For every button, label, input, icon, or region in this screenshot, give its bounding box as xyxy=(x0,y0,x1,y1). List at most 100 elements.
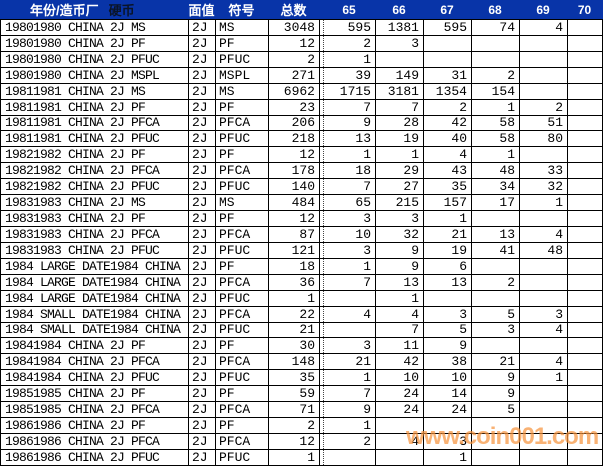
cell-grade-68[interactable]: 58 xyxy=(472,115,520,131)
cell-year-mint-coin[interactable]: 19811981 CHINA 2J PFUC xyxy=(1,131,189,147)
cell-denomination[interactable]: 2J xyxy=(189,322,216,338)
cell-grade-65[interactable]: 2 xyxy=(324,433,376,449)
cell-denomination[interactable]: 2J xyxy=(189,386,216,402)
cell-grade-68[interactable]: 5 xyxy=(472,306,520,322)
cell-denomination[interactable]: 2J xyxy=(189,67,216,83)
cell-year-mint-coin[interactable]: 19801980 CHINA 2J MSPL xyxy=(1,67,189,83)
cell-symbol[interactable]: MS xyxy=(216,83,269,99)
cell-symbol[interactable]: MSPL xyxy=(216,67,269,83)
cell-grade-66[interactable]: 3 xyxy=(376,35,424,51)
cell-grade-68[interactable] xyxy=(472,433,520,449)
cell-symbol[interactable]: PF xyxy=(216,386,269,402)
cell-grade-69[interactable]: 51 xyxy=(520,115,568,131)
cell-grade-65[interactable] xyxy=(324,449,376,465)
cell-year-mint-coin[interactable]: 19841984 CHINA 2J PFUC xyxy=(1,370,189,386)
cell-grade-67[interactable]: 13 xyxy=(424,274,472,290)
cell-grade-70[interactable] xyxy=(568,402,603,418)
cell-grade-65[interactable]: 1 xyxy=(324,418,376,433)
cell-year-mint-coin[interactable]: 19831983 CHINA 2J PFUC xyxy=(1,242,189,258)
cell-grade-65[interactable]: 1 xyxy=(324,51,376,67)
cell-grade-70[interactable] xyxy=(568,20,603,35)
cell-grade-69[interactable]: 4 xyxy=(520,20,568,35)
cell-grade-69[interactable] xyxy=(520,386,568,402)
cell-denomination[interactable]: 2J xyxy=(189,370,216,386)
cell-total[interactable]: 206 xyxy=(269,115,320,131)
cell-grade-70[interactable] xyxy=(568,99,603,115)
cell-grade-65[interactable]: 10 xyxy=(324,226,376,242)
cell-denomination[interactable]: 2J xyxy=(189,449,216,465)
cell-grade-67[interactable]: 35 xyxy=(424,179,472,195)
cell-symbol[interactable]: PF xyxy=(216,338,269,354)
cell-year-mint-coin[interactable]: 19821982 CHINA 2J PFUC xyxy=(1,179,189,195)
cell-grade-66[interactable]: 42 xyxy=(376,354,424,370)
cell-grade-66[interactable]: 9 xyxy=(376,242,424,258)
cell-total[interactable]: 12 xyxy=(269,147,320,163)
cell-grade-68[interactable]: 58 xyxy=(472,131,520,147)
cell-grade-67[interactable] xyxy=(424,418,472,433)
cell-grade-67[interactable]: 38 xyxy=(424,354,472,370)
cell-grade-67[interactable]: 3 xyxy=(424,433,472,449)
cell-grade-66[interactable]: 3181 xyxy=(376,83,424,99)
cell-grade-70[interactable] xyxy=(568,306,603,322)
cell-grade-68[interactable]: 1 xyxy=(472,99,520,115)
cell-grade-70[interactable] xyxy=(568,179,603,195)
cell-year-mint-coin[interactable]: 19831983 CHINA 2J MS xyxy=(1,195,189,211)
cell-grade-66[interactable]: 24 xyxy=(376,386,424,402)
cell-grade-67[interactable]: 42 xyxy=(424,115,472,131)
cell-denomination[interactable]: 2J xyxy=(189,274,216,290)
cell-symbol[interactable]: PFCA xyxy=(216,226,269,242)
cell-symbol[interactable]: PFUC xyxy=(216,449,269,465)
cell-grade-69[interactable] xyxy=(520,449,568,465)
cell-grade-67[interactable]: 14 xyxy=(424,386,472,402)
cell-grade-68[interactable] xyxy=(472,258,520,274)
cell-grade-67[interactable]: 40 xyxy=(424,131,472,147)
cell-denomination[interactable]: 2J xyxy=(189,418,216,433)
cell-symbol[interactable]: PF xyxy=(216,418,269,433)
cell-denomination[interactable]: 2J xyxy=(189,258,216,274)
cell-denomination[interactable]: 2J xyxy=(189,195,216,211)
cell-grade-66[interactable]: 4 xyxy=(376,433,424,449)
cell-denomination[interactable]: 2J xyxy=(189,20,216,35)
cell-grade-65[interactable]: 39 xyxy=(324,67,376,83)
cell-total[interactable]: 121 xyxy=(269,242,320,258)
cell-grade-66[interactable] xyxy=(376,51,424,67)
cell-denomination[interactable]: 2J xyxy=(189,163,216,179)
cell-total[interactable]: 87 xyxy=(269,226,320,242)
cell-year-mint-coin[interactable]: 19801980 CHINA 2J MS xyxy=(1,20,189,35)
cell-grade-70[interactable] xyxy=(568,290,603,306)
cell-symbol[interactable]: PFUC xyxy=(216,290,269,306)
cell-grade-68[interactable]: 9 xyxy=(472,386,520,402)
cell-total[interactable]: 178 xyxy=(269,163,320,179)
cell-grade-69[interactable]: 33 xyxy=(520,163,568,179)
cell-symbol[interactable]: PF xyxy=(216,211,269,226)
cell-year-mint-coin[interactable]: 19831983 CHINA 2J PFCA xyxy=(1,226,189,242)
cell-denomination[interactable]: 2J xyxy=(189,211,216,226)
cell-grade-66[interactable] xyxy=(376,418,424,433)
cell-year-mint-coin[interactable]: 1984 LARGE DATE1984 CHINA xyxy=(1,258,189,274)
cell-grade-68[interactable]: 17 xyxy=(472,195,520,211)
cell-year-mint-coin[interactable]: 19811981 CHINA 2J PFCA xyxy=(1,115,189,131)
cell-grade-65[interactable]: 2 xyxy=(324,35,376,51)
cell-grade-65[interactable]: 3 xyxy=(324,338,376,354)
cell-total[interactable]: 30 xyxy=(269,338,320,354)
cell-grade-67[interactable]: 43 xyxy=(424,163,472,179)
cell-denomination[interactable]: 2J xyxy=(189,338,216,354)
cell-grade-66[interactable]: 19 xyxy=(376,131,424,147)
cell-grade-66[interactable]: 28 xyxy=(376,115,424,131)
cell-year-mint-coin[interactable]: 19841984 CHINA 2J PF xyxy=(1,338,189,354)
cell-grade-65[interactable]: 7 xyxy=(324,99,376,115)
cell-total[interactable]: 3048 xyxy=(269,20,320,35)
cell-grade-68[interactable] xyxy=(472,338,520,354)
cell-grade-67[interactable]: 3 xyxy=(424,306,472,322)
cell-grade-70[interactable] xyxy=(568,370,603,386)
cell-grade-67[interactable]: 1 xyxy=(424,211,472,226)
cell-year-mint-coin[interactable]: 19841984 CHINA 2J PFCA xyxy=(1,354,189,370)
cell-grade-70[interactable] xyxy=(568,211,603,226)
cell-grade-66[interactable]: 27 xyxy=(376,179,424,195)
cell-total[interactable]: 1 xyxy=(269,449,320,465)
cell-total[interactable]: 148 xyxy=(269,354,320,370)
cell-grade-66[interactable]: 7 xyxy=(376,322,424,338)
cell-grade-67[interactable] xyxy=(424,51,472,67)
cell-grade-66[interactable]: 4 xyxy=(376,306,424,322)
cell-grade-69[interactable]: 1 xyxy=(520,370,568,386)
